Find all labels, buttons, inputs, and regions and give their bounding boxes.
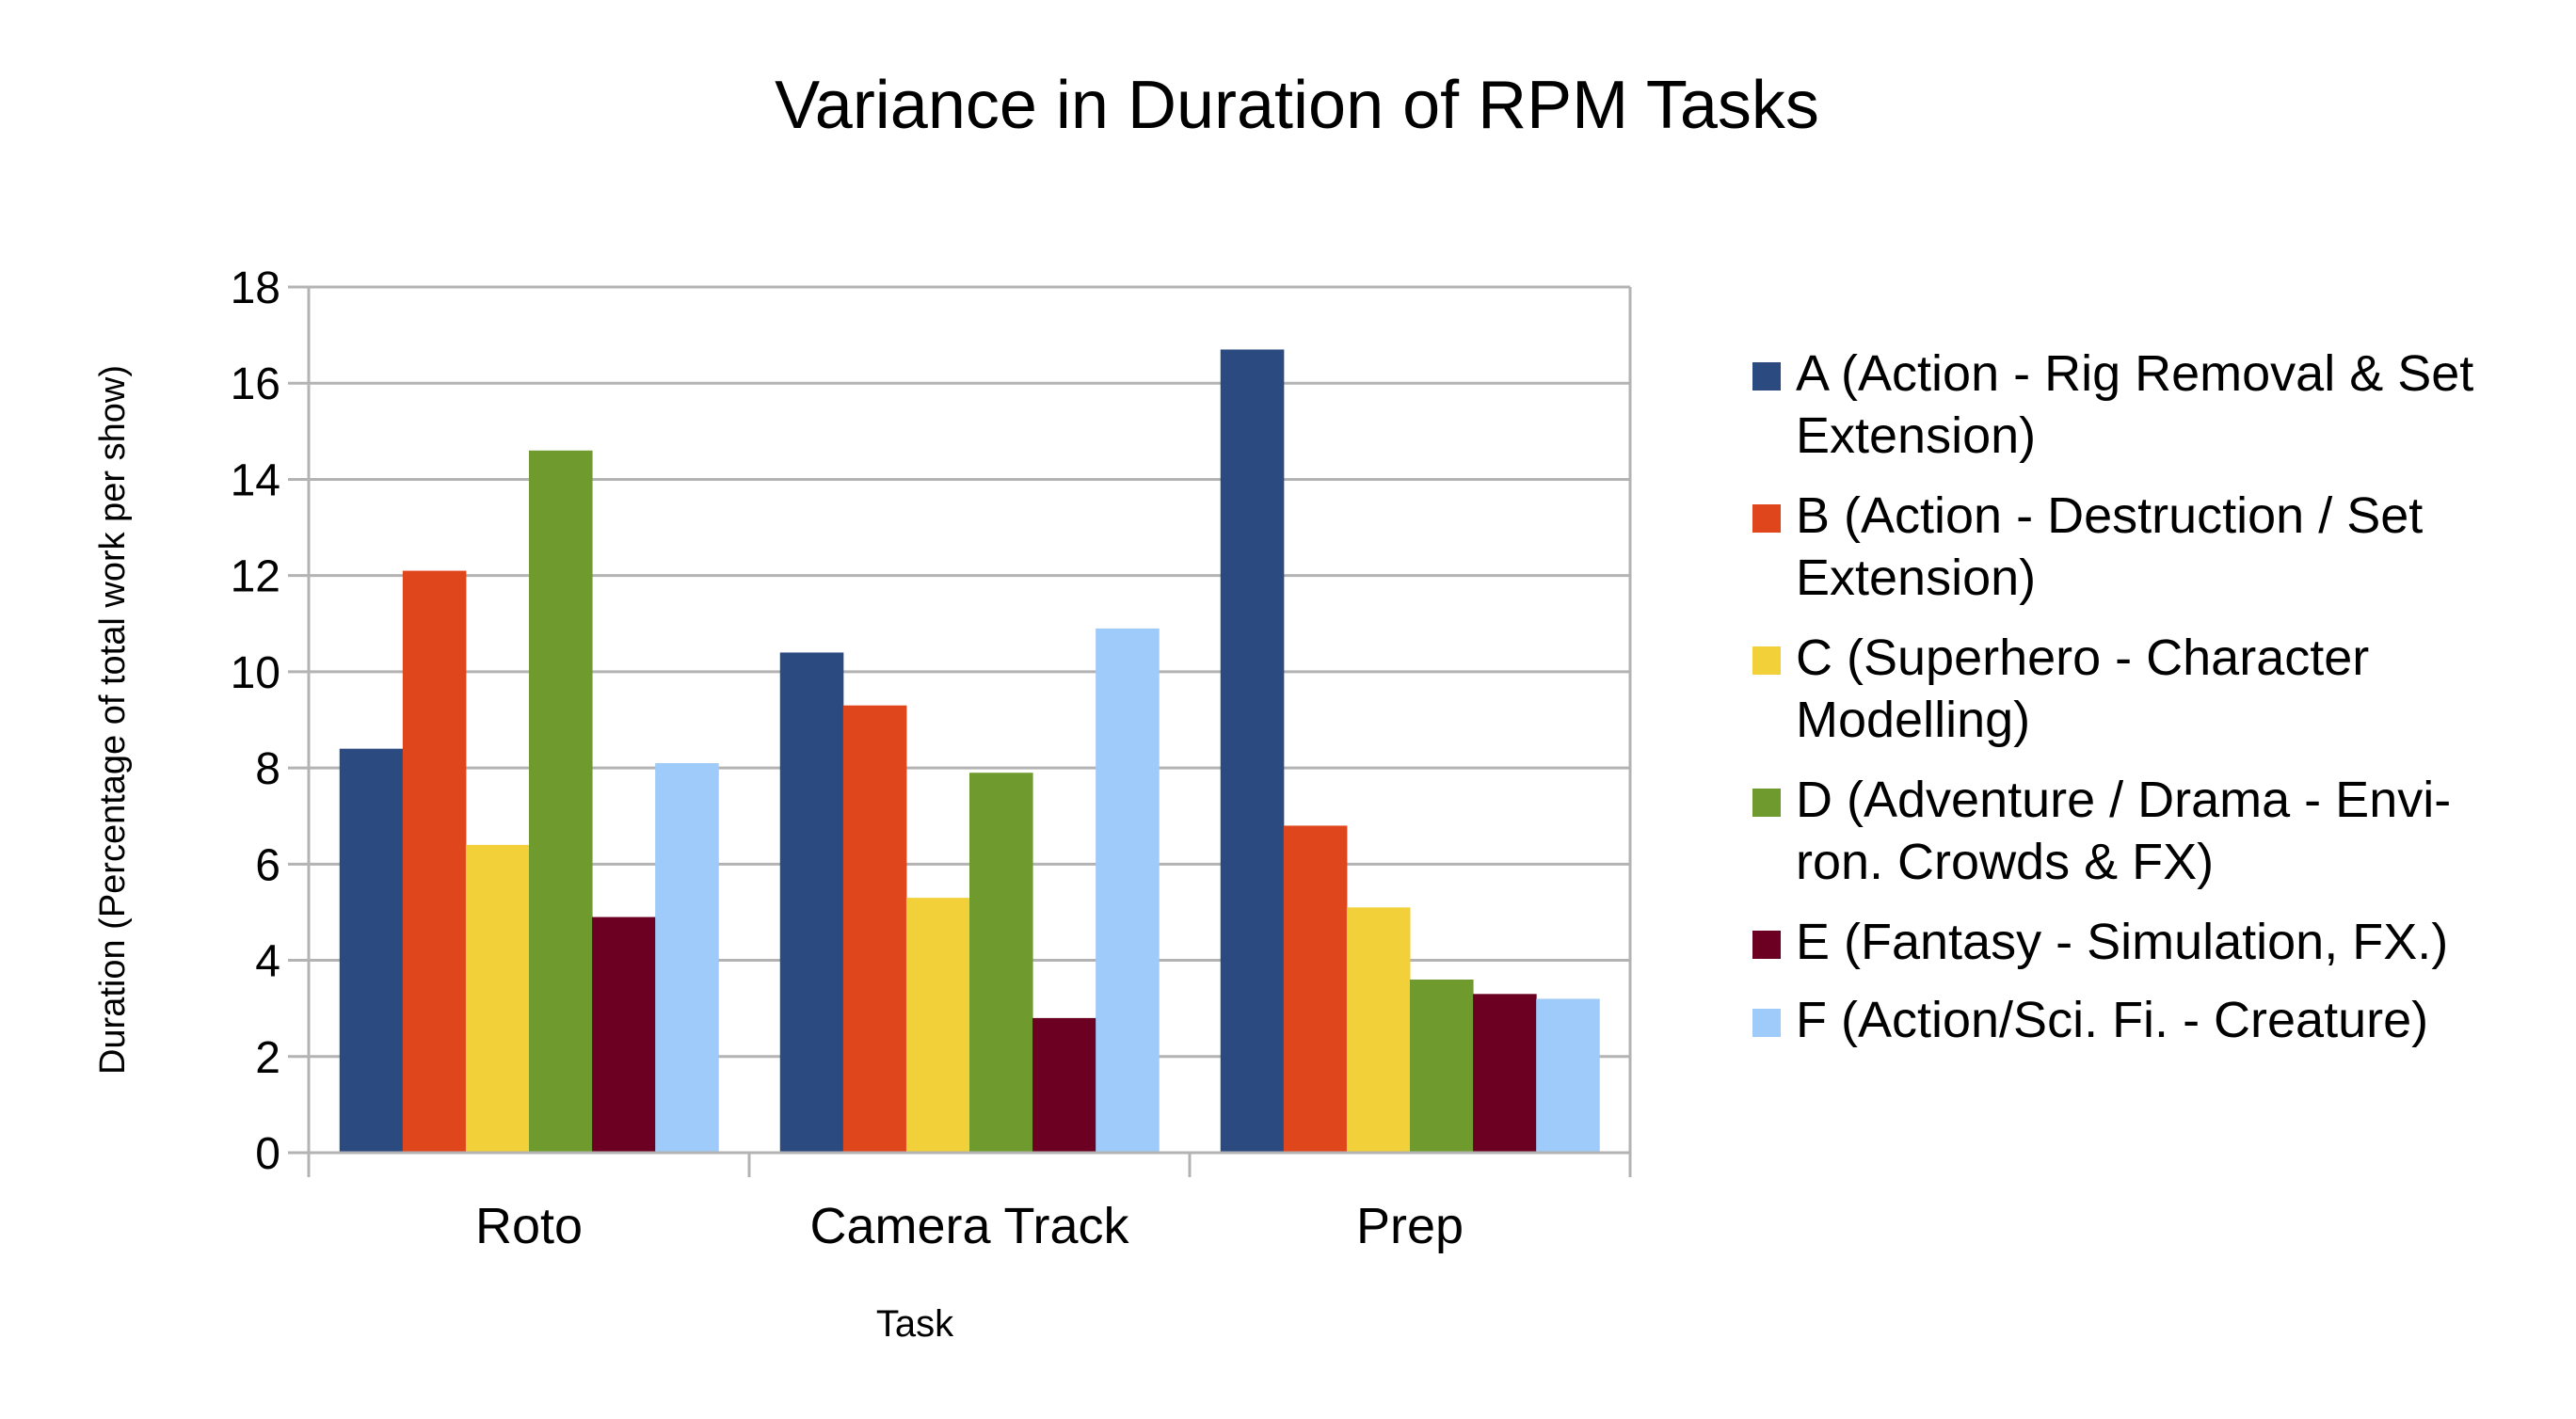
legend-label: A (Action - Rig Removal & Set xyxy=(1796,345,2473,402)
legend-label: E (Fantasy - Simulation, FX.) xyxy=(1796,914,2448,970)
bar xyxy=(1283,825,1348,1153)
bar xyxy=(842,705,907,1153)
y-tick-label: 8 xyxy=(255,744,280,794)
bar xyxy=(592,917,656,1153)
y-tick-label: 4 xyxy=(255,937,280,987)
chart-title: Variance in Duration of RPM Tasks xyxy=(775,68,1819,143)
bar xyxy=(905,898,970,1153)
y-tick-label: 0 xyxy=(255,1129,280,1179)
legend-swatch xyxy=(1752,1009,1781,1037)
legend-label: Extension) xyxy=(1796,550,2036,606)
bar xyxy=(465,844,530,1153)
bar xyxy=(1473,994,1537,1153)
bar xyxy=(339,748,404,1153)
legend-label: ron. Crowds & FX) xyxy=(1796,834,2214,890)
bar xyxy=(402,570,467,1153)
y-tick-label: 2 xyxy=(255,1033,280,1083)
y-tick-label: 18 xyxy=(231,263,280,313)
bar xyxy=(1536,998,1600,1153)
bar xyxy=(1032,1017,1096,1153)
legend-label: C (Superhero - Character xyxy=(1796,630,2369,686)
legend-swatch xyxy=(1752,789,1781,817)
legend-swatch xyxy=(1752,362,1781,391)
bar xyxy=(1096,628,1160,1153)
x-tick-label: Prep xyxy=(1356,1198,1464,1254)
bar xyxy=(1410,980,1474,1153)
legend-swatch xyxy=(1752,646,1781,675)
bar xyxy=(655,763,719,1153)
legend-label: D (Adventure / Drama - Envi- xyxy=(1796,772,2451,828)
bar xyxy=(969,773,1033,1153)
bar xyxy=(529,450,593,1153)
legend-swatch xyxy=(1752,504,1781,533)
legend-label: Extension) xyxy=(1796,407,2036,464)
y-tick-label: 16 xyxy=(231,359,280,409)
axes: 0 2 4 6 8 10 12 14 16 18 Roto Camera Track Prep xyxy=(231,263,1632,1254)
legend-label: F (Action/Sci. Fi. - Creature) xyxy=(1796,992,2428,1048)
legend-label: B (Action - Destruction / Set xyxy=(1796,487,2423,544)
bars xyxy=(339,349,1600,1153)
y-tick-label: 14 xyxy=(231,455,280,505)
y-tick-label: 10 xyxy=(231,648,280,698)
legend-swatch xyxy=(1752,931,1781,959)
x-tick-label: Roto xyxy=(475,1198,583,1254)
bar xyxy=(1346,907,1411,1153)
y-axis-label: Duration (Percentage of total work per s… xyxy=(93,365,133,1075)
bar xyxy=(779,652,844,1153)
y-tick-label: 12 xyxy=(231,552,280,602)
legend: A (Action - Rig Removal & SetExtension)B… xyxy=(1752,345,2473,1048)
x-axis-label: Task xyxy=(876,1303,954,1345)
x-tick-label: Camera Track xyxy=(809,1198,1129,1254)
legend-label: Modelling) xyxy=(1796,692,2030,748)
y-tick-label: 6 xyxy=(255,840,280,890)
bar xyxy=(1220,349,1285,1153)
